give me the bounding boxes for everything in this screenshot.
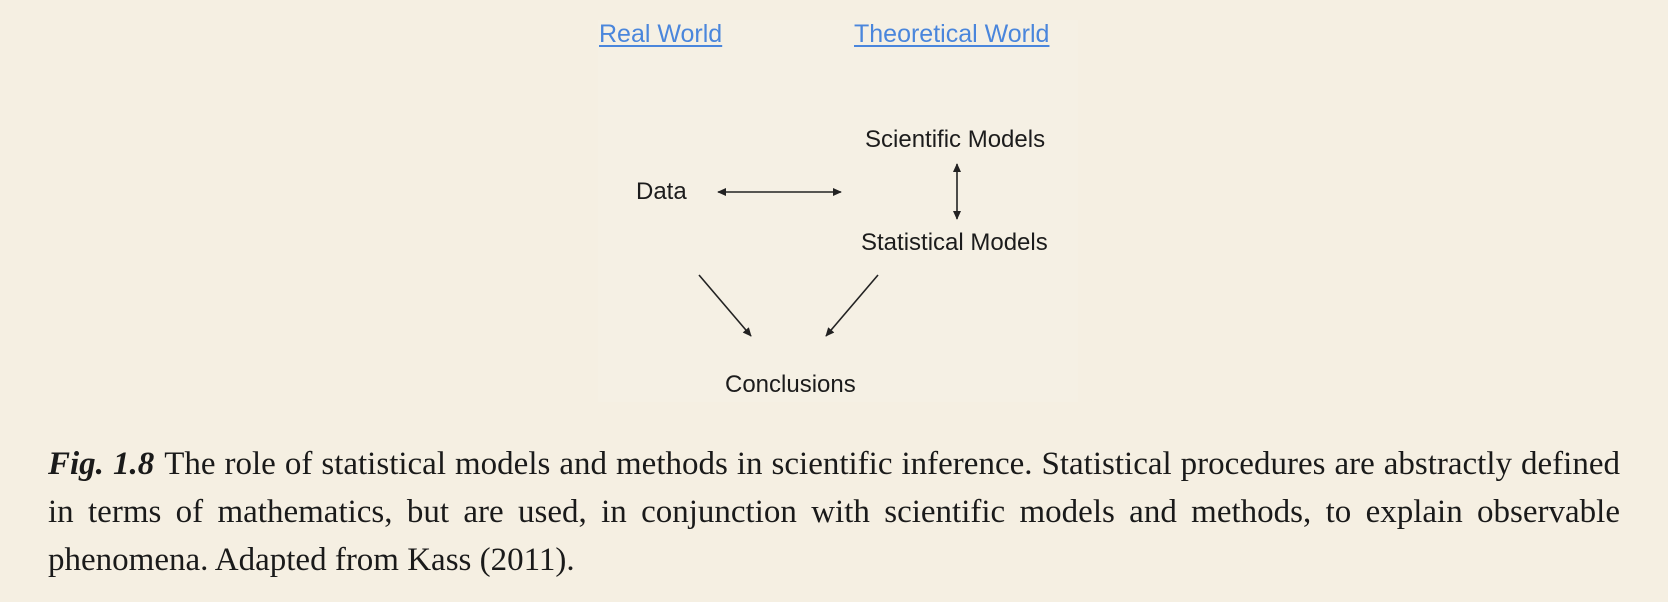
statistical-models-node: Statistical Models — [861, 229, 1048, 256]
caption-text: The role of statistical models and metho… — [48, 446, 1620, 578]
conclusions-node: Conclusions — [725, 371, 856, 398]
statistical-models-to-conclusions-arrow — [825, 274, 879, 337]
scientific-models-node: Scientific Models — [865, 126, 1046, 153]
figure-label: Fig. 1.8 — [48, 446, 155, 482]
data-to-conclusions-arrow — [698, 274, 752, 337]
real-world-heading[interactable]: Real World — [599, 20, 723, 48]
theoretical-world-heading[interactable]: Theoretical World — [854, 20, 1050, 48]
figure-caption: Fig. 1.8 The role of statistical models a… — [48, 440, 1620, 584]
data-node: Data — [636, 178, 687, 205]
diagram-figure — [598, 20, 1078, 402]
